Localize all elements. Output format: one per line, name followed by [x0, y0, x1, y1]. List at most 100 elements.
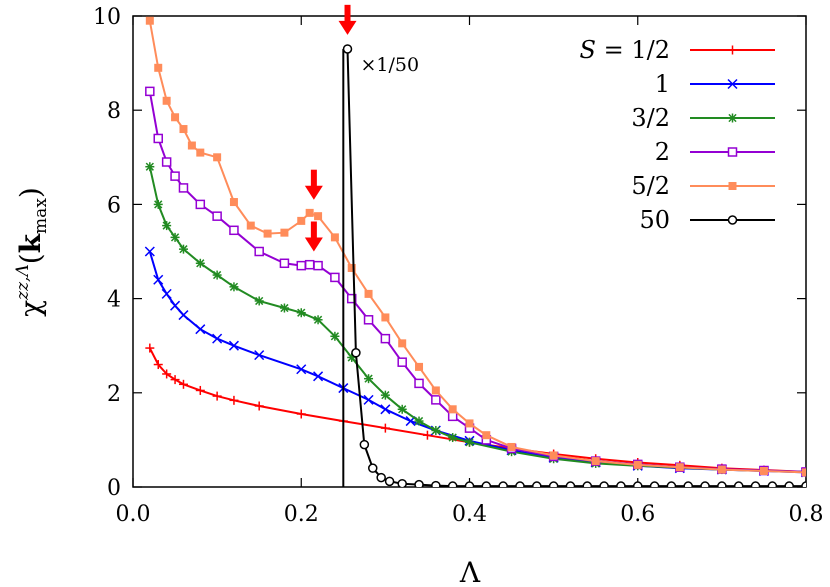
data-point	[364, 374, 374, 384]
data-point	[599, 481, 609, 487]
data-point	[548, 481, 559, 487]
y-axis-label-close: )	[14, 187, 47, 198]
data-point	[515, 481, 525, 487]
data-point	[666, 481, 677, 487]
data-point	[363, 315, 374, 325]
y-axis-label-chi: χ	[14, 300, 47, 317]
legend-marker	[728, 182, 737, 190]
data-point	[448, 433, 458, 443]
legend-label: 50	[639, 206, 670, 234]
data-point	[633, 460, 642, 469]
data-point	[170, 300, 181, 311]
data-point	[153, 274, 164, 285]
data-point	[314, 212, 323, 221]
data-point	[229, 225, 239, 236]
data-point	[195, 385, 205, 395]
data-point	[213, 153, 222, 162]
data-point	[162, 369, 172, 379]
data-point	[296, 308, 306, 318]
data-point	[330, 272, 340, 283]
data-point	[229, 198, 238, 207]
data-point	[397, 478, 407, 487]
data-point	[675, 463, 684, 472]
data-point	[313, 371, 324, 382]
data-point	[279, 258, 290, 269]
data-point	[212, 391, 222, 401]
series-line	[148, 20, 806, 474]
data-point	[145, 86, 155, 97]
data-point	[170, 375, 180, 385]
data-point	[144, 246, 155, 257]
data-point	[414, 416, 424, 426]
data-point	[195, 324, 206, 335]
data-point	[549, 451, 558, 460]
data-point	[297, 216, 306, 225]
data-point	[448, 405, 457, 414]
data-point	[414, 378, 424, 389]
x-tick-label: 0.8	[789, 502, 824, 527]
data-point	[565, 481, 576, 487]
data-point	[591, 457, 600, 466]
y-tick-label: 10	[93, 5, 121, 30]
data-point	[431, 480, 441, 487]
data-point	[212, 211, 222, 221]
legend: S = 1/2 1 3/2 2 5/2 50	[580, 36, 775, 234]
legend-marker	[728, 113, 737, 123]
data-point	[145, 162, 155, 172]
arrow-marker	[304, 221, 323, 252]
data-point	[145, 16, 154, 25]
data-point	[414, 479, 424, 487]
legend-marker	[727, 147, 738, 157]
x-tick-label: 0.2	[284, 502, 319, 527]
data-point	[196, 148, 205, 157]
arrow-marker	[304, 169, 323, 200]
data-point	[683, 481, 693, 487]
series-5	[342, 44, 806, 487]
data-point	[342, 44, 353, 54]
data-point	[296, 260, 306, 271]
data-point	[717, 481, 727, 487]
data-point	[767, 481, 778, 487]
data-point	[153, 199, 163, 209]
data-point	[507, 442, 516, 451]
data-point	[616, 481, 626, 487]
data-point	[465, 437, 474, 447]
data-point	[431, 395, 441, 405]
data-point	[330, 233, 339, 242]
data-point	[161, 157, 172, 167]
legend-label: S = 1/2	[580, 36, 670, 64]
data-point	[145, 343, 155, 353]
y-axis-label-k: k	[14, 233, 47, 253]
series-3	[145, 86, 806, 477]
data-point	[398, 339, 407, 348]
data-point	[397, 404, 407, 414]
data-point	[178, 310, 189, 321]
data-point	[187, 141, 196, 150]
data-point	[212, 270, 222, 280]
series-line	[148, 347, 806, 473]
data-point	[759, 466, 768, 475]
legend-label: 5/2	[631, 172, 670, 200]
data-point	[649, 481, 660, 487]
data-point	[254, 296, 264, 306]
series-2	[145, 162, 806, 477]
arrow-marker	[338, 4, 357, 35]
data-point	[305, 208, 314, 217]
data-point	[415, 362, 424, 371]
y-tick-label: 6	[107, 193, 121, 218]
data-point	[154, 63, 163, 72]
series-line	[148, 251, 806, 474]
data-point	[733, 481, 744, 487]
data-point	[330, 331, 340, 341]
x-tick-label: 0.6	[620, 502, 655, 527]
data-point	[178, 379, 188, 389]
data-point	[431, 386, 440, 395]
x-tick-label: 0.4	[452, 502, 487, 527]
data-point	[178, 244, 188, 254]
data-point	[380, 333, 391, 344]
y-tick-label: 8	[107, 99, 121, 124]
data-point	[254, 350, 265, 361]
data-point	[364, 289, 373, 298]
legend-label: 1	[655, 70, 670, 98]
